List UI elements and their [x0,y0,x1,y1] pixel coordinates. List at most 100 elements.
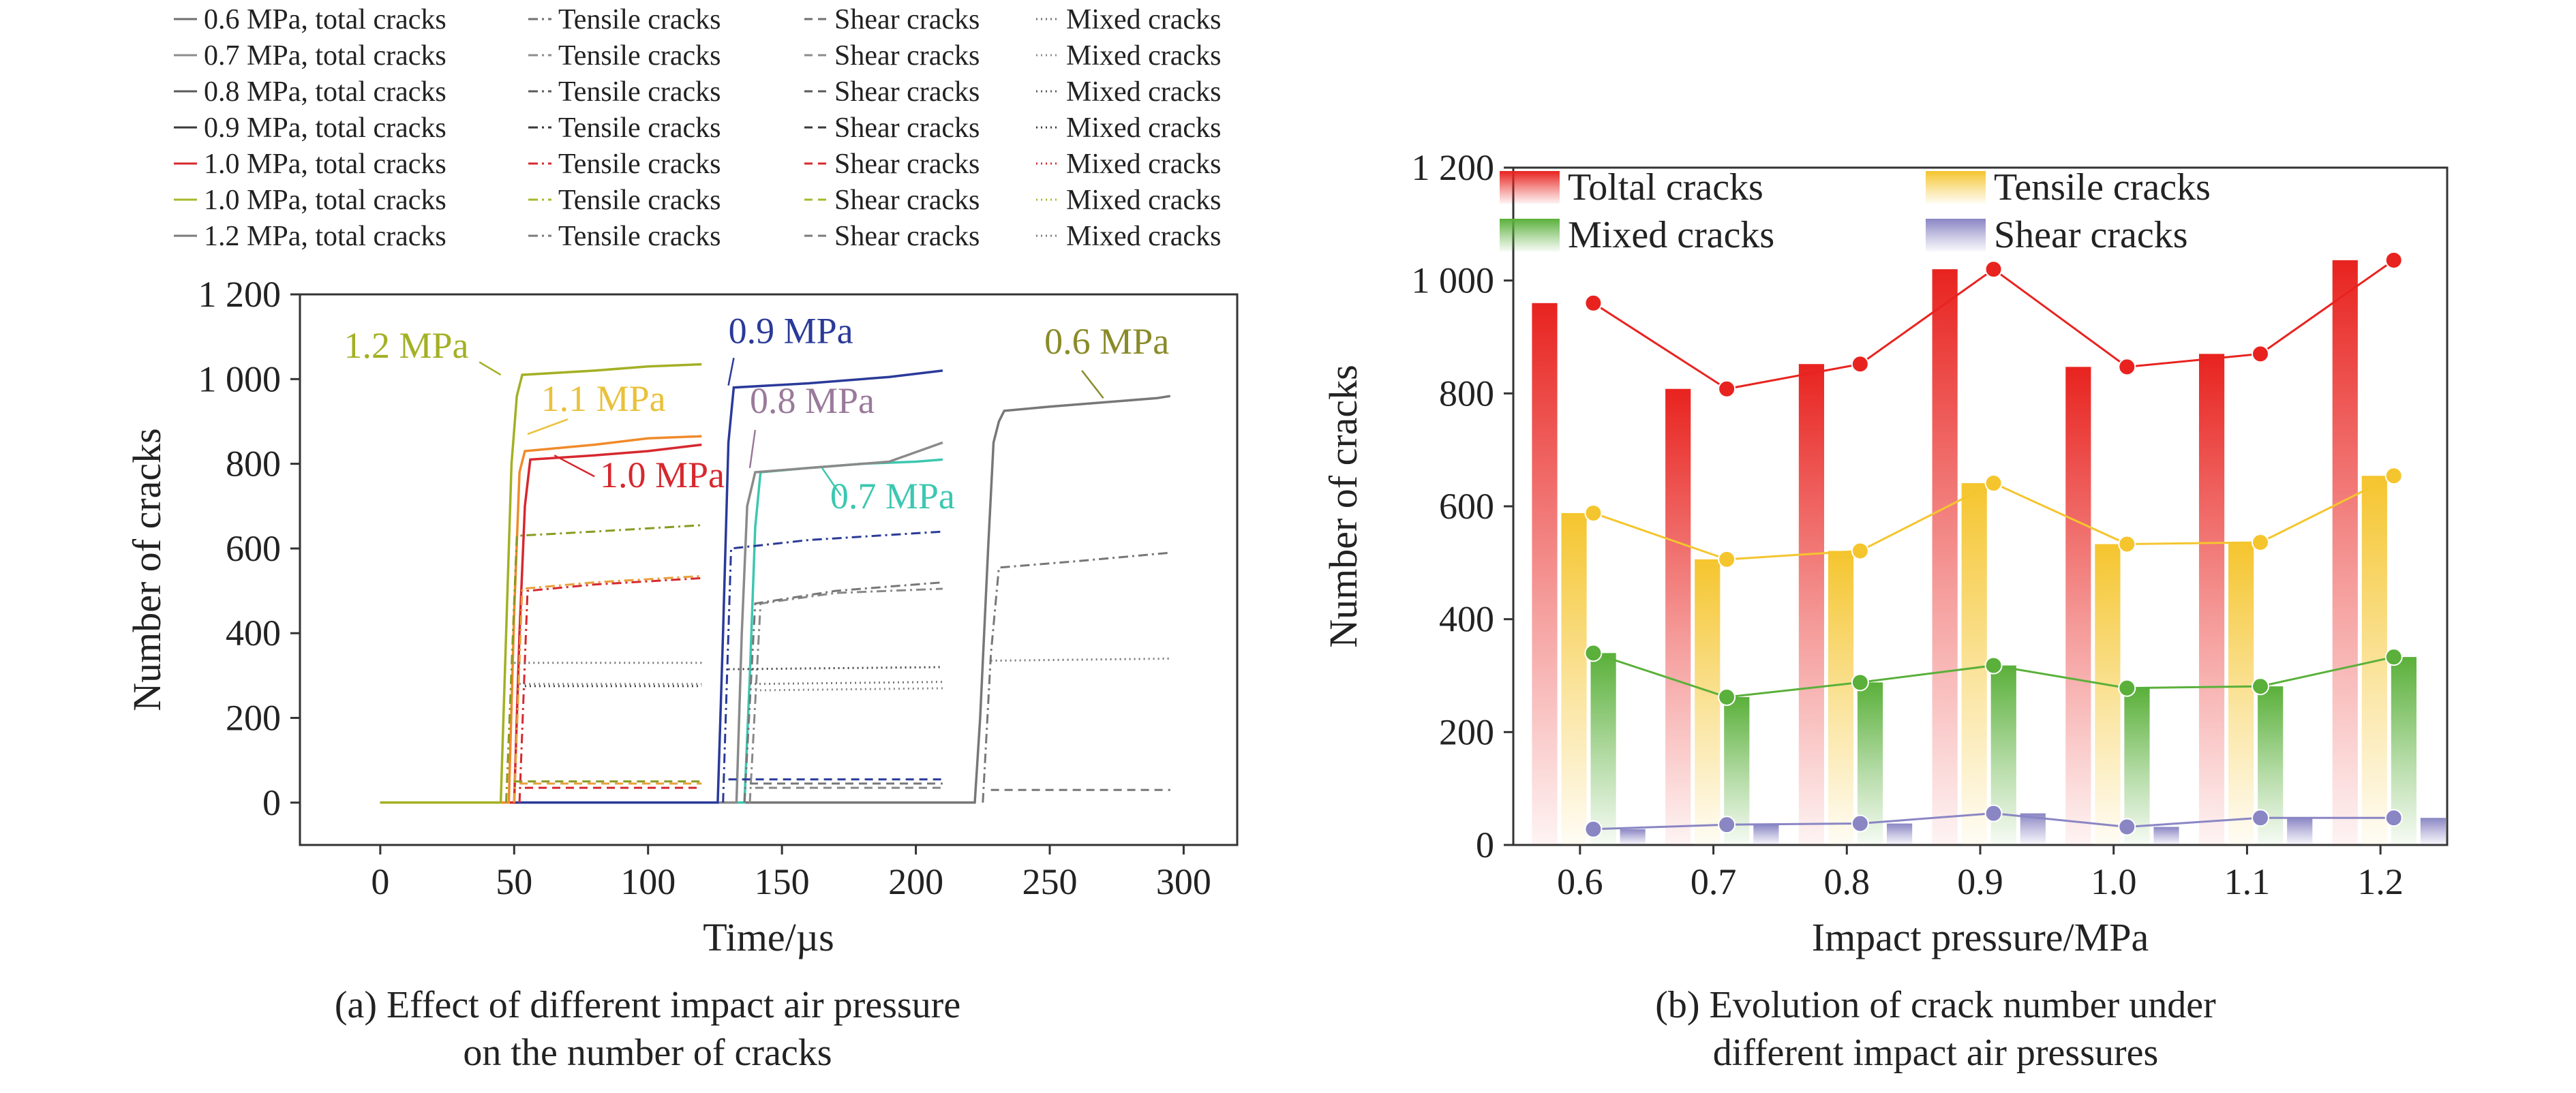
y-tick-label: 800 [226,444,281,484]
series-1-1-MPa-tensile [513,574,702,803]
annotation-0-9-MPa: 0.9 MPa [727,310,853,386]
x-tick-label: 250 [1022,861,1078,902]
legend-label-dot: Mixed cracks [1066,185,1221,216]
annotation-leader [1081,370,1104,399]
annotation-1-2-MPa: 1.2 MPa [344,325,502,376]
y-tick-label: 0 [1476,825,1494,865]
point-toltal-cracks-1.0 [2118,358,2136,376]
legend-label-dash: Shear cracks [834,221,980,252]
legend-label-dashdot: Tensile cracks [558,40,721,72]
y-tick-label: 600 [1439,486,1494,527]
bar-shear-cracks-0.7 [1753,825,1779,845]
bar-shear-cracks-0.6 [1620,829,1646,845]
x-tick-label: 1.2 [2357,861,2404,902]
annotation-leader [727,357,735,386]
annotation-0-8-MPa: 0.8 MPa [748,380,875,469]
legend-label: Mixed cracks [1568,214,1774,256]
bar-mixed-cracks-0.6 [1590,653,1616,845]
x-tick-label: 200 [888,861,943,902]
y-tick-label: 800 [1439,373,1494,414]
crack-number-bar-chart: 0.6 0.7 0.8 0.9 1.0 1.1 1.2 0 200 400 600 800 1 000 1… [1321,147,2449,959]
bar-tensile-cracks-0.6 [1561,512,1587,845]
point-shear-cracks-0.7 [1718,816,1736,834]
point-tensile-cracks-0.7 [1718,550,1736,568]
series-0-7-MPa-mixed [755,687,943,692]
series-0-6-MPa-mixed [990,658,1170,662]
x-tick-label: 0.6 [1557,861,1603,902]
legend-label: Toltal cracks [1568,166,1763,209]
y-axis-label: Number of cracks [125,428,169,711]
point-toltal-cracks-1.1 [2252,345,2269,363]
point-toltal-cracks-0.6 [1584,294,1603,312]
panel-a-caption-line1: (a) Effect of different impact air press… [334,984,961,1026]
bar-toltal-cracks-0.6 [1532,303,1558,845]
x-axis-label: Impact pressure/MPa [1812,915,2149,959]
annotation-leader [748,429,757,469]
annotation-leader [479,361,502,376]
annotation-leader [554,455,595,478]
annotation-label: 1.1 MPa [541,378,666,419]
legend-label-dot: Mixed cracks [1066,221,1221,252]
bar-group [1532,260,2446,846]
point-shear-cracks-0.6 [1584,820,1603,838]
bar-shear-cracks-1.1 [2287,818,2313,845]
legend-label-solid: 0.9 MPa, total cracks [204,112,446,144]
legend-label-dash: Shear cracks [834,112,980,144]
point-toltal-cracks-0.7 [1718,380,1736,398]
bar-tensile-cracks-0.9 [1961,483,1987,845]
bar-tensile-cracks-0.7 [1695,559,1721,845]
y-tick-label: 1 000 [1412,260,1495,301]
legend-label-solid: 0.8 MPa, total cracks [204,76,446,108]
y-tick-label: 1 200 [198,274,282,315]
series-0-9-MPa-total [380,369,943,804]
legend-label-dash: Shear cracks [834,4,980,35]
bar-shear-cracks-1.2 [2420,818,2446,845]
bar-toltal-cracks-1.1 [2198,354,2225,845]
point-shear-cracks-0.8 [1851,814,1869,833]
point-mixed-cracks-1.1 [2252,677,2269,696]
x-tick-label: 150 [755,861,810,902]
point-mixed-cracks-0.7 [1718,688,1736,706]
point-tensile-cracks-0.6 [1584,504,1603,522]
annotation-label: 1.0 MPa [600,455,725,495]
bar-toltal-cracks-0.8 [1798,364,1825,845]
legend-label-dot: Mixed cracks [1066,76,1221,108]
legend-label-dashdot: Tensile cracks [558,149,721,180]
panel-b-caption-line2: different impact air pressures [1712,1032,2159,1074]
panel-b-legend: Toltal cracks Tensile cracks Mixed cracks S… [1500,166,2211,256]
point-mixed-cracks-0.9 [1984,656,2003,675]
legend-label-dash: Shear cracks [834,76,980,108]
bar-toltal-cracks-1.2 [2332,260,2358,845]
y-tick-label: 1 200 [1412,147,1495,188]
panel-a-caption-line2: on the number of cracks [463,1032,832,1074]
legend-label-solid: 1.0 MPa, total cracks [204,185,446,216]
legend-label-dot: Mixed cracks [1066,40,1221,72]
y-tick-label: 200 [1439,711,1494,752]
point-mixed-cracks-1.2 [2384,648,2403,666]
line-toltal-cracks [1592,259,2395,390]
point-shear-cracks-0.9 [1984,804,2003,822]
x-tick-label: 300 [1156,861,1211,902]
point-mixed-cracks-0.8 [1851,673,1869,692]
series-0-6-MPa-tensile [982,551,1170,803]
annotation-label: 0.6 MPa [1044,321,1169,362]
annotation-leader [821,467,842,496]
x-tick-label: 0.8 [1824,861,1870,902]
annotation-1-0-MPa: 1.0 MPa [554,455,725,495]
x-tick-label: 1.1 [2224,861,2271,902]
x-tick-label: 0.7 [1691,861,1737,902]
legend-label: Tensile cracks [1994,166,2211,209]
series-1-0-MPa-tensile [518,576,702,803]
x-tick-label: 100 [620,861,676,902]
plot-frame [299,293,1239,846]
legend-label-solid: 1.2 MPa, total cracks [204,221,446,252]
point-tensile-cracks-0.9 [1984,474,2003,493]
panel-a-caption: (a) Effect of different impact air press… [0,981,1295,1077]
point-toltal-cracks-0.9 [1984,260,2003,279]
series-1-2-MPa-total [380,363,702,804]
point-shear-cracks-1.0 [2118,818,2136,836]
legend-swatch [1926,219,1986,251]
series-1-1-MPa-total [380,435,702,804]
series-group [380,363,1171,804]
point-tensile-cracks-1.2 [2384,467,2403,485]
